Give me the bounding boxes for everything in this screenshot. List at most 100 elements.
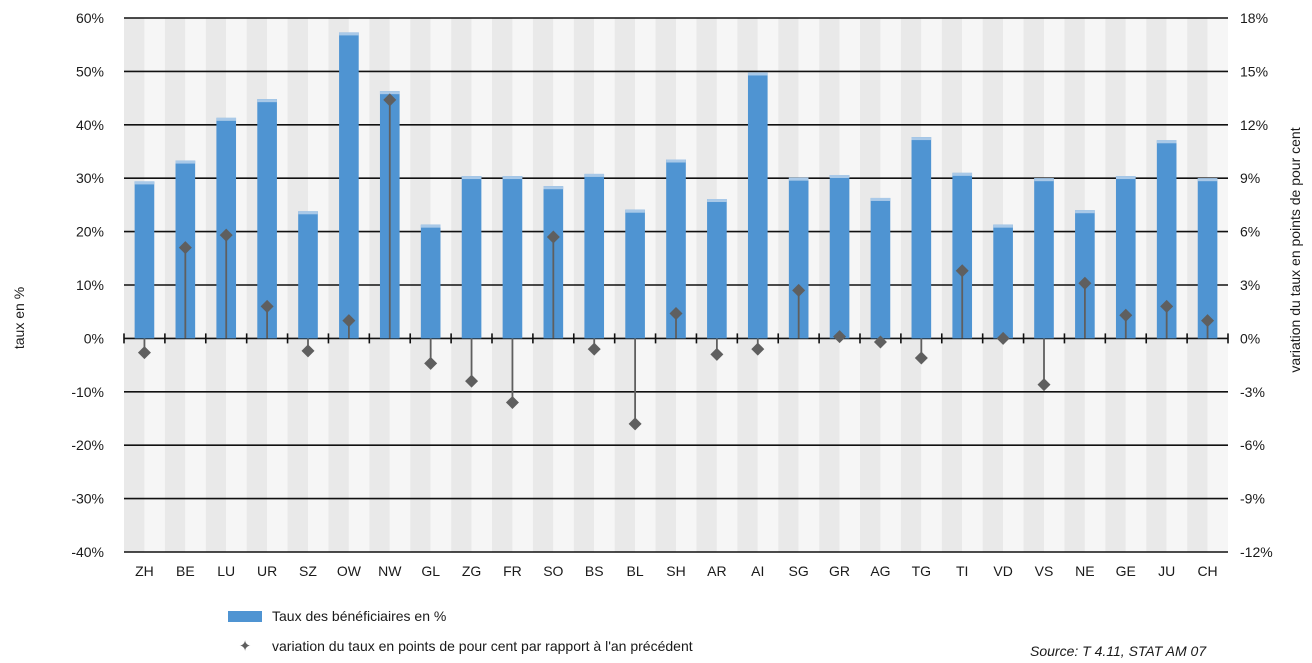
lollipop-point xyxy=(1201,314,1215,328)
right-tick-label: -6% xyxy=(1240,437,1265,453)
bar xyxy=(1156,140,1177,339)
lollipop-point xyxy=(1037,378,1051,392)
left-tick-label: -30% xyxy=(71,491,104,507)
right-tick-label: -3% xyxy=(1240,384,1265,400)
bar-cap xyxy=(707,199,727,203)
right-tick-label: 0% xyxy=(1240,330,1260,346)
left-tick-label: 0% xyxy=(84,330,104,346)
lollipop-point xyxy=(955,264,969,278)
right-tick-label: 9% xyxy=(1240,170,1260,186)
source-note: Source: T 4.11, STAT AM 07 xyxy=(1030,643,1207,659)
bar-cap xyxy=(1197,178,1218,182)
x-tick-label: BL xyxy=(627,563,644,579)
lollipop-point xyxy=(260,299,274,313)
left-tick-label: 10% xyxy=(76,277,104,293)
lollipop-point xyxy=(178,241,192,255)
lollipop-point xyxy=(342,314,356,328)
lollipop-point xyxy=(873,335,887,349)
bar xyxy=(952,172,973,339)
bar-cap xyxy=(216,117,237,121)
x-tick-label: SH xyxy=(666,563,685,579)
right-tick-label: -9% xyxy=(1240,491,1265,507)
bar-cap xyxy=(134,181,155,185)
x-tick-label: ZH xyxy=(135,563,154,579)
left-axis-ticks: 60% 50% 40% 30% 20% 10% 0% -10% -20% -30% -40% xyxy=(71,10,104,560)
x-tick-label: UR xyxy=(257,563,277,579)
lollipop-point xyxy=(710,347,724,361)
x-tick-label: CH xyxy=(1197,563,1217,579)
bar xyxy=(1115,176,1136,339)
lollipop-point xyxy=(424,356,438,370)
bar xyxy=(666,159,686,339)
right-tick-label: 15% xyxy=(1240,63,1268,79)
bar-cap xyxy=(543,186,564,190)
bar xyxy=(870,197,891,339)
x-tick-label: TG xyxy=(912,563,931,579)
bar xyxy=(257,99,277,339)
legend-points: ✦ variation du taux en points de pour ce… xyxy=(228,638,693,654)
left-tick-label: 30% xyxy=(76,170,104,186)
x-axis-ticks: ZH BE LU UR SZ OW NW GL ZG FR SO BS BL SH AR AI SG GR AG TG… xyxy=(135,563,1218,579)
bar-cap xyxy=(1115,176,1136,180)
lollipop-point xyxy=(751,342,765,356)
left-tick-label: 60% xyxy=(76,10,104,26)
bar-cap xyxy=(298,211,318,215)
bar-cap xyxy=(747,72,768,76)
bar-cap xyxy=(829,174,850,178)
bar-series xyxy=(134,32,1218,339)
x-tick-label: VS xyxy=(1035,563,1054,579)
bar-cap xyxy=(420,224,441,228)
bar-cap xyxy=(625,209,645,213)
bar xyxy=(911,137,932,339)
bar-cap xyxy=(461,176,482,180)
bar xyxy=(502,176,523,339)
x-tick-label: NE xyxy=(1075,563,1094,579)
bar xyxy=(584,173,605,339)
x-tick-label: SZ xyxy=(299,563,317,579)
lollipop-point xyxy=(465,374,479,388)
bar-cap xyxy=(1156,140,1177,144)
right-tick-label: 3% xyxy=(1240,277,1260,293)
lollipop-point xyxy=(219,228,233,242)
left-tick-label: 50% xyxy=(76,63,104,79)
lollipop-point xyxy=(1119,308,1133,322)
bar xyxy=(747,72,768,339)
lollipop-point xyxy=(505,395,519,409)
left-tick-label: -10% xyxy=(71,384,104,400)
left-axis-title: taux en % xyxy=(11,287,27,349)
lollipop-point xyxy=(587,342,601,356)
x-tick-label: JU xyxy=(1158,563,1175,579)
x-tick-label: TI xyxy=(956,563,968,579)
x-tick-label: GL xyxy=(421,563,440,579)
bar-cap xyxy=(339,32,359,36)
bar-cap xyxy=(666,159,686,163)
x-tick-label: OW xyxy=(337,563,362,579)
right-tick-label: 12% xyxy=(1240,117,1268,133)
right-axis-ticks: 18% 15% 12% 9% 6% 3% 0% -3% -6% -9% -12% xyxy=(1240,10,1273,560)
right-tick-label: 18% xyxy=(1240,10,1268,26)
left-tick-label: -40% xyxy=(71,544,104,560)
bar xyxy=(1197,178,1218,339)
lollipop-point xyxy=(383,93,397,107)
bar-cap xyxy=(379,91,400,95)
x-tick-label: AI xyxy=(751,563,764,579)
legend-bars-label: Taux des bénéficiaires en % xyxy=(272,608,447,624)
lollipop-point xyxy=(792,283,806,297)
bar-cap xyxy=(584,173,605,177)
x-tick-label: SG xyxy=(789,563,809,579)
x-tick-label: LU xyxy=(217,563,235,579)
lollipop-point xyxy=(1160,299,1174,313)
lollipop-point xyxy=(628,417,642,431)
x-tick-label: ZG xyxy=(462,563,481,579)
bar-cap xyxy=(1075,210,1095,214)
lollipop-series xyxy=(137,93,1215,431)
x-tick-label: GR xyxy=(829,563,850,579)
bar xyxy=(625,209,645,339)
bar-cap xyxy=(788,177,809,181)
bar-cap xyxy=(502,176,523,180)
bar-cap xyxy=(911,137,932,141)
lollipop-point xyxy=(996,331,1010,345)
bar xyxy=(1034,178,1054,339)
lollipop-point xyxy=(833,330,847,344)
